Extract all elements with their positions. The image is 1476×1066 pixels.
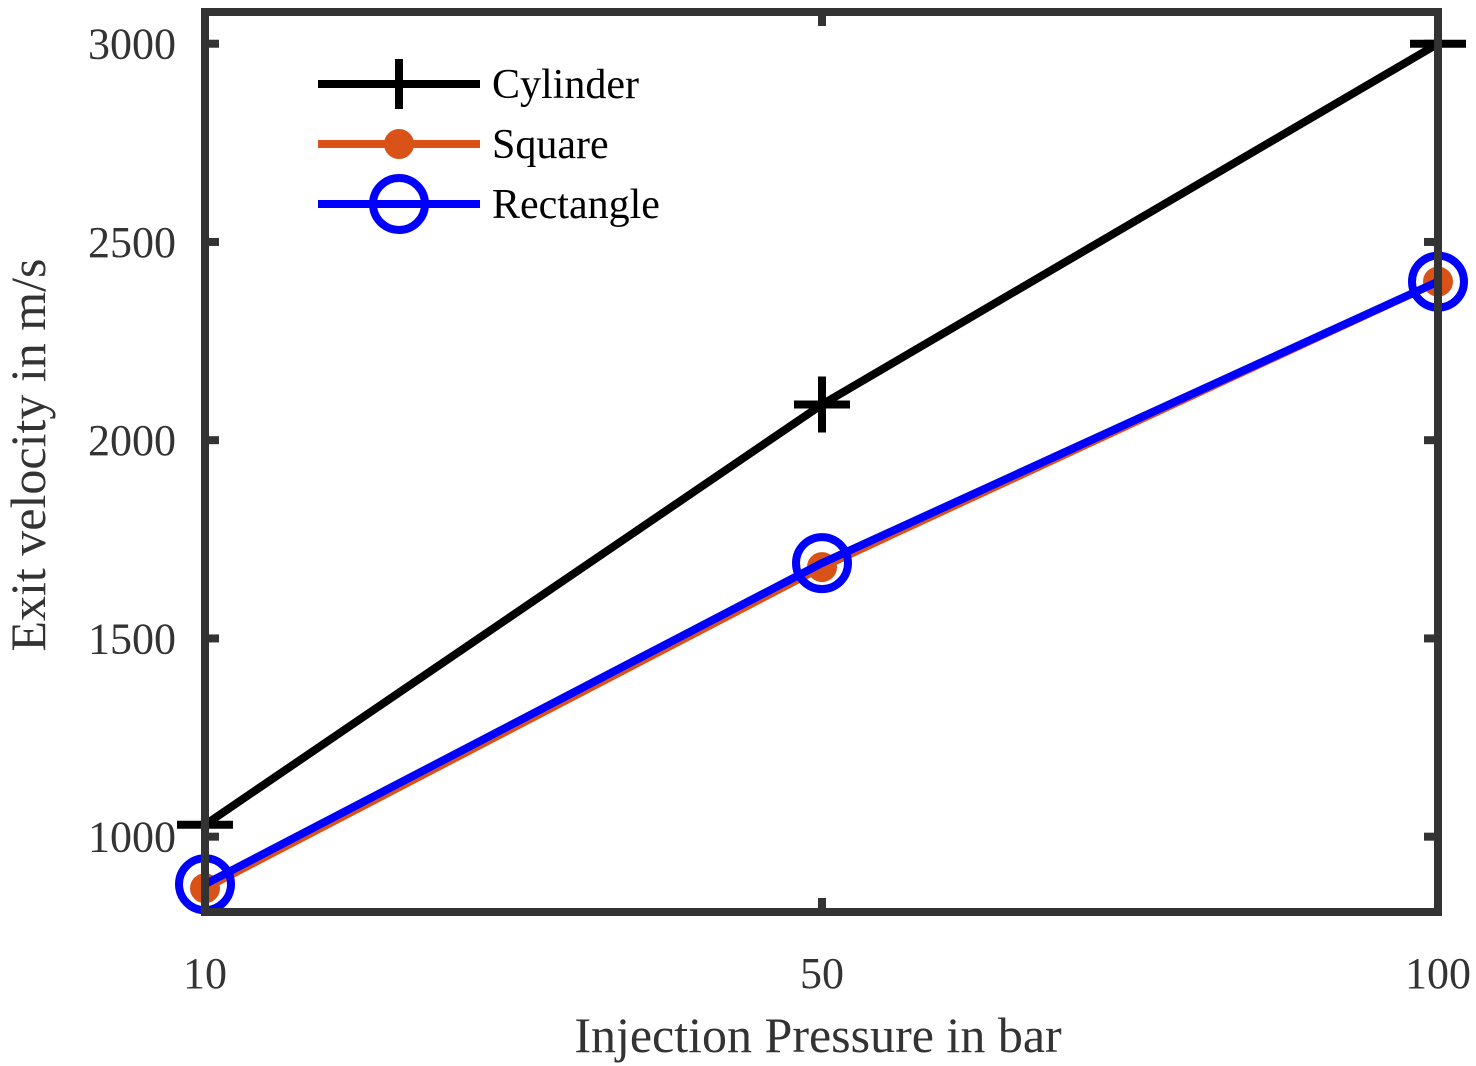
legend-item-rectangle: Rectangle (318, 174, 660, 234)
legend-rectangle-circle-marker (369, 174, 429, 234)
x-tick-label: 100 (1405, 949, 1471, 998)
rectangle-circle-marker (792, 533, 852, 594)
legend: Cylinder Square Rectangle (318, 59, 660, 234)
legend-item-square: Square (318, 122, 609, 168)
x-axis-label: Injection Pressure in bar (574, 1007, 1062, 1063)
plot-frame (201, 8, 1442, 916)
legend-label: Cylinder (492, 62, 639, 108)
x-tick-labels: 10 50 100 (183, 949, 1471, 998)
legend-label: Rectangle (492, 182, 660, 228)
y-tick-label: 1000 (88, 813, 176, 862)
legend-cylinder-plus-marker (374, 59, 424, 109)
legend-square-dot-marker (384, 129, 414, 159)
y-tick-label: 2000 (88, 416, 176, 465)
cylinder-plus-marker (794, 376, 850, 433)
x-tick-label: 50 (800, 949, 844, 998)
x-tick-label: 10 (183, 949, 227, 998)
y-tick-labels: 1000 1500 2000 2500 3000 (88, 20, 176, 862)
legend-label: Square (492, 122, 609, 168)
legend-item-cylinder: Cylinder (318, 59, 639, 109)
y-tick-label: 1500 (88, 614, 176, 663)
y-axis-label: Exit velocity in m/s (0, 258, 56, 651)
y-tick-label: 3000 (88, 20, 176, 69)
y-tick-label: 2500 (88, 218, 176, 267)
series-rectangle-line (203, 277, 1440, 888)
